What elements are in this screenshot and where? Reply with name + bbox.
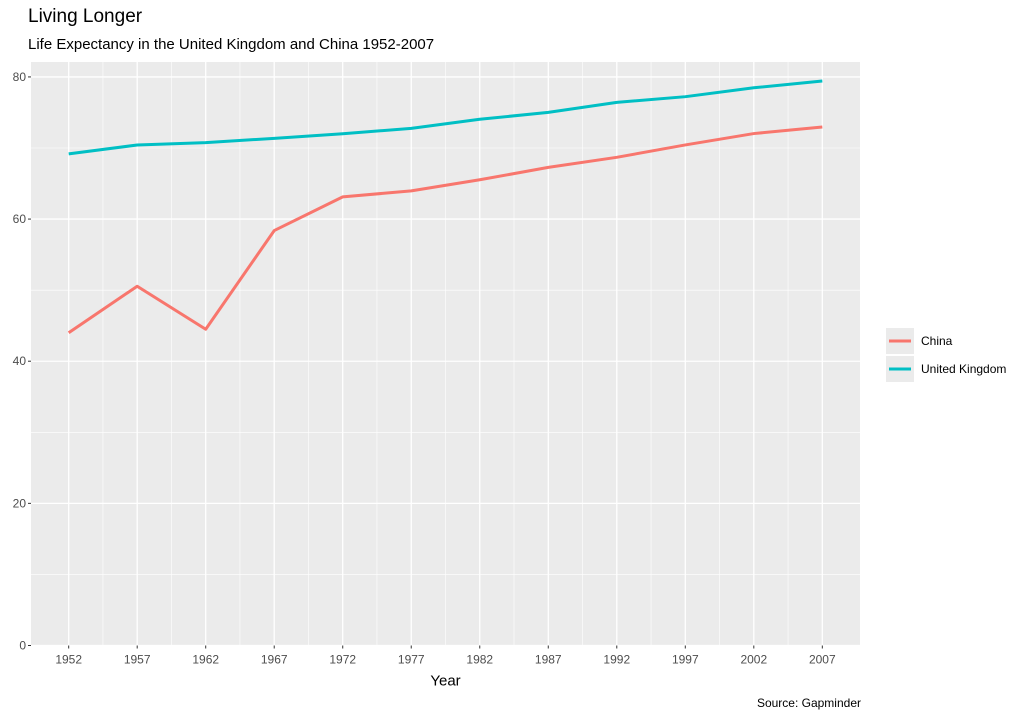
legend-label: China — [921, 334, 953, 348]
x-tick-label: 1957 — [124, 653, 151, 667]
x-axis-title: Year — [430, 673, 460, 690]
legend-label: United Kingdom — [921, 362, 1006, 376]
y-tick-label: 40 — [13, 354, 27, 368]
chart-title: Living Longer — [28, 6, 143, 27]
series-line-china — [67, 125, 823, 335]
y-tick-label: 60 — [13, 212, 27, 226]
chart-caption: Source: Gapminder — [756, 696, 861, 710]
chart-subtitle: Life Expectancy in the United Kingdom an… — [28, 36, 435, 53]
x-tick-label: 1977 — [398, 653, 425, 667]
x-tick-label: 1962 — [192, 653, 219, 667]
y-tick-label: 80 — [13, 70, 27, 84]
x-tick-label: 1972 — [329, 653, 356, 667]
x-tick-label: 1992 — [603, 653, 630, 667]
y-tick-label: 0 — [19, 639, 26, 653]
x-tick-label: 1967 — [261, 653, 288, 667]
x-tick-label: 1997 — [672, 653, 699, 667]
x-tick-label: 1982 — [466, 653, 493, 667]
y-tick-label: 20 — [13, 496, 27, 510]
x-tick-label: 1952 — [55, 653, 82, 667]
x-tick-label: 1987 — [535, 653, 562, 667]
series-line-united-kingdom — [68, 79, 823, 156]
x-tick-label: 2007 — [809, 653, 836, 667]
x-tick-label: 2002 — [740, 653, 767, 667]
